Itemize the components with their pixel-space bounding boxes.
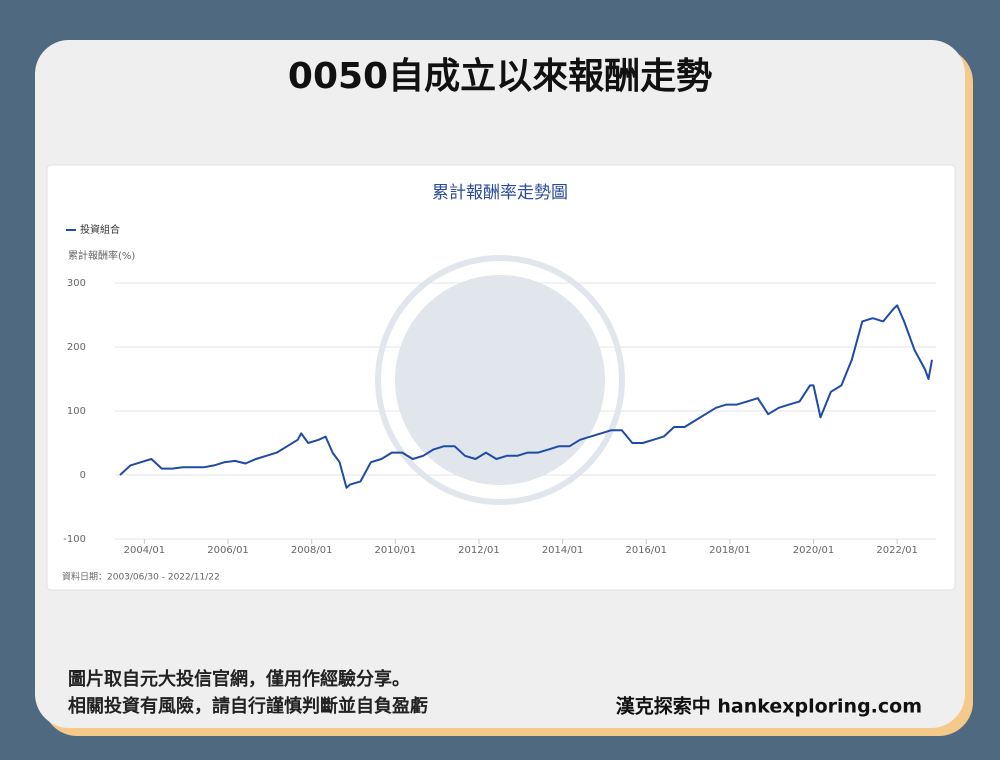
y-tick-label: 200 xyxy=(67,342,86,353)
y-tick-label: -100 xyxy=(63,534,86,545)
x-tick-label: 2010/01 xyxy=(375,545,417,556)
watermark-ring xyxy=(375,255,625,505)
y-tick-label: 100 xyxy=(67,406,86,417)
x-tick-label: 2012/01 xyxy=(458,545,500,556)
chart-panel xyxy=(46,164,956,591)
y-tick-label: 0 xyxy=(80,470,86,481)
x-tick-label: 2006/01 xyxy=(207,545,249,556)
chart-title: 累計報酬率走勢圖 xyxy=(432,183,568,203)
x-tick-label: 2008/01 xyxy=(291,545,333,556)
x-tick-label: 2022/01 xyxy=(876,545,918,556)
date-note: 資料日期：2003/06/30 - 2022/11/22 xyxy=(62,571,220,583)
page-title: 0050自成立以來報酬走勢 xyxy=(288,56,712,97)
watermark xyxy=(375,255,625,505)
x-tick-label: 2018/01 xyxy=(709,545,751,556)
y-axis-label: 累計報酬率(%) xyxy=(68,249,135,262)
series-line xyxy=(119,304,933,489)
footer-note: 圖片取自元大投信官網，僅用作經驗分享。 xyxy=(68,668,410,690)
watermark-disc xyxy=(395,275,605,485)
legend-label: 投資組合 xyxy=(80,223,120,236)
x-tick-label: 2016/01 xyxy=(625,545,667,556)
x-tick-label: 2020/01 xyxy=(793,545,835,556)
x-tick-label: 2004/01 xyxy=(124,545,166,556)
y-tick-label: 300 xyxy=(67,278,86,289)
footer-note: 相關投資有風險，請自行謹慎判斷並自負盈虧 xyxy=(68,695,428,717)
brand: 漢克探索中 hankexploring.com xyxy=(616,695,922,718)
x-tick-label: 2014/01 xyxy=(542,545,584,556)
